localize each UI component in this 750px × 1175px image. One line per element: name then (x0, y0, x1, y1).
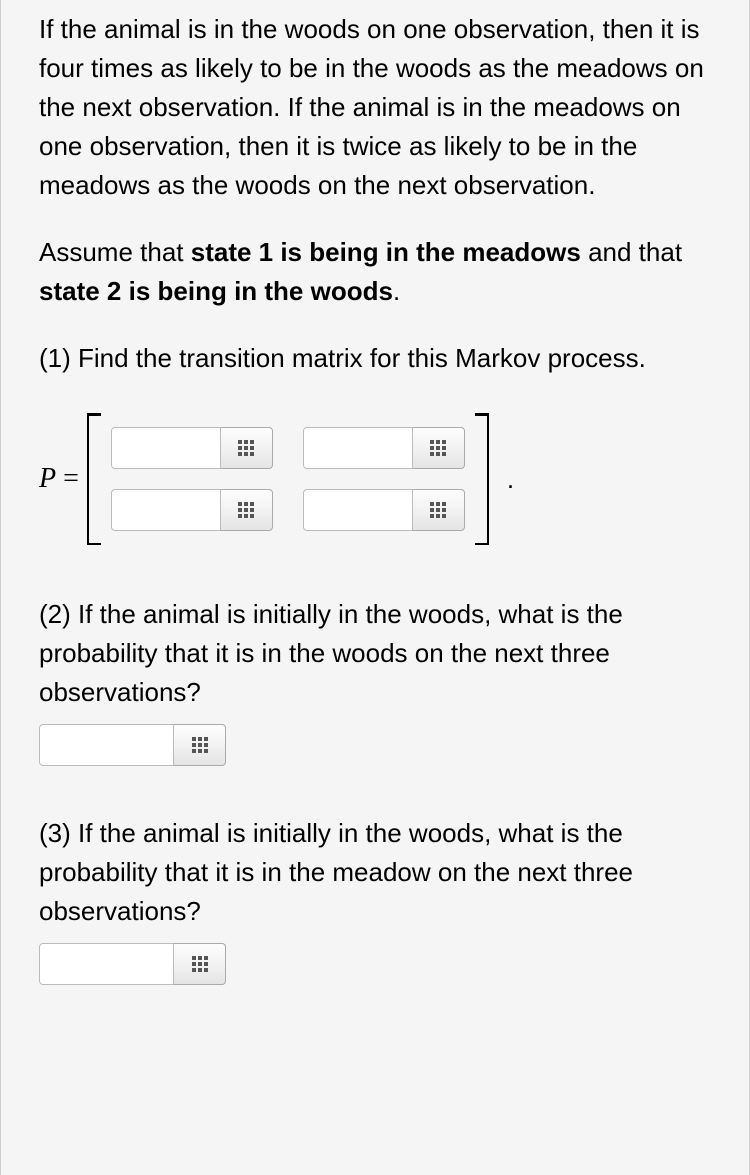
state1-bold: state 1 is being in the meadows (191, 237, 581, 267)
matrix-cell-r1c2 (303, 427, 465, 469)
assume-prefix: Assume that (39, 237, 191, 267)
keypad-icon (238, 502, 254, 518)
matrix-input-r2c2[interactable] (303, 489, 413, 531)
left-bracket-icon (87, 413, 101, 545)
state2-bold: state 2 is being in the woods (39, 276, 393, 306)
keypad-button-q3[interactable] (174, 943, 226, 985)
matrix-variable-label: P = (39, 463, 79, 495)
question-2-text: (2) If the animal is initially in the wo… (39, 595, 711, 712)
matrix-wrapper (87, 413, 489, 545)
assume-paragraph: Assume that state 1 is being in the mead… (39, 233, 711, 311)
matrix-input-r2c1[interactable] (111, 489, 221, 531)
keypad-button-r1c1[interactable] (221, 427, 273, 469)
matrix-input-r1c1[interactable] (111, 427, 221, 469)
keypad-button-r1c2[interactable] (413, 427, 465, 469)
keypad-icon (430, 440, 446, 456)
keypad-icon (192, 956, 208, 972)
matrix-cell-r2c1 (111, 489, 273, 531)
matrix-input-r1c2[interactable] (303, 427, 413, 469)
keypad-button-r2c2[interactable] (413, 489, 465, 531)
assume-mid: and that (581, 237, 682, 267)
keypad-icon (238, 440, 254, 456)
matrix-grid (101, 413, 475, 545)
matrix-cell-r2c2 (303, 489, 465, 531)
keypad-icon (192, 737, 208, 753)
question-3-text: (3) If the animal is initially in the wo… (39, 814, 711, 931)
equation-period: . (507, 464, 514, 495)
q2-input-group (39, 724, 711, 766)
assume-suffix: . (393, 276, 400, 306)
q2-answer-input[interactable] (39, 724, 174, 766)
matrix-equation: P = (39, 413, 711, 545)
intro-paragraph: If the animal is in the woods on one obs… (39, 10, 711, 205)
answer-area-q3 (39, 943, 711, 985)
equals-sign: = (56, 463, 79, 494)
keypad-button-r2c1[interactable] (221, 489, 273, 531)
keypad-button-q2[interactable] (174, 724, 226, 766)
q3-answer-input[interactable] (39, 943, 174, 985)
keypad-icon (430, 502, 446, 518)
right-bracket-icon (475, 413, 489, 545)
q3-input-group (39, 943, 711, 985)
matrix-cell-r1c1 (111, 427, 273, 469)
question-1-text: (1) Find the transition matrix for this … (39, 339, 711, 378)
answer-area-q2 (39, 724, 711, 766)
question-container: If the animal is in the woods on one obs… (0, 0, 750, 1175)
var-P: P (39, 463, 56, 494)
